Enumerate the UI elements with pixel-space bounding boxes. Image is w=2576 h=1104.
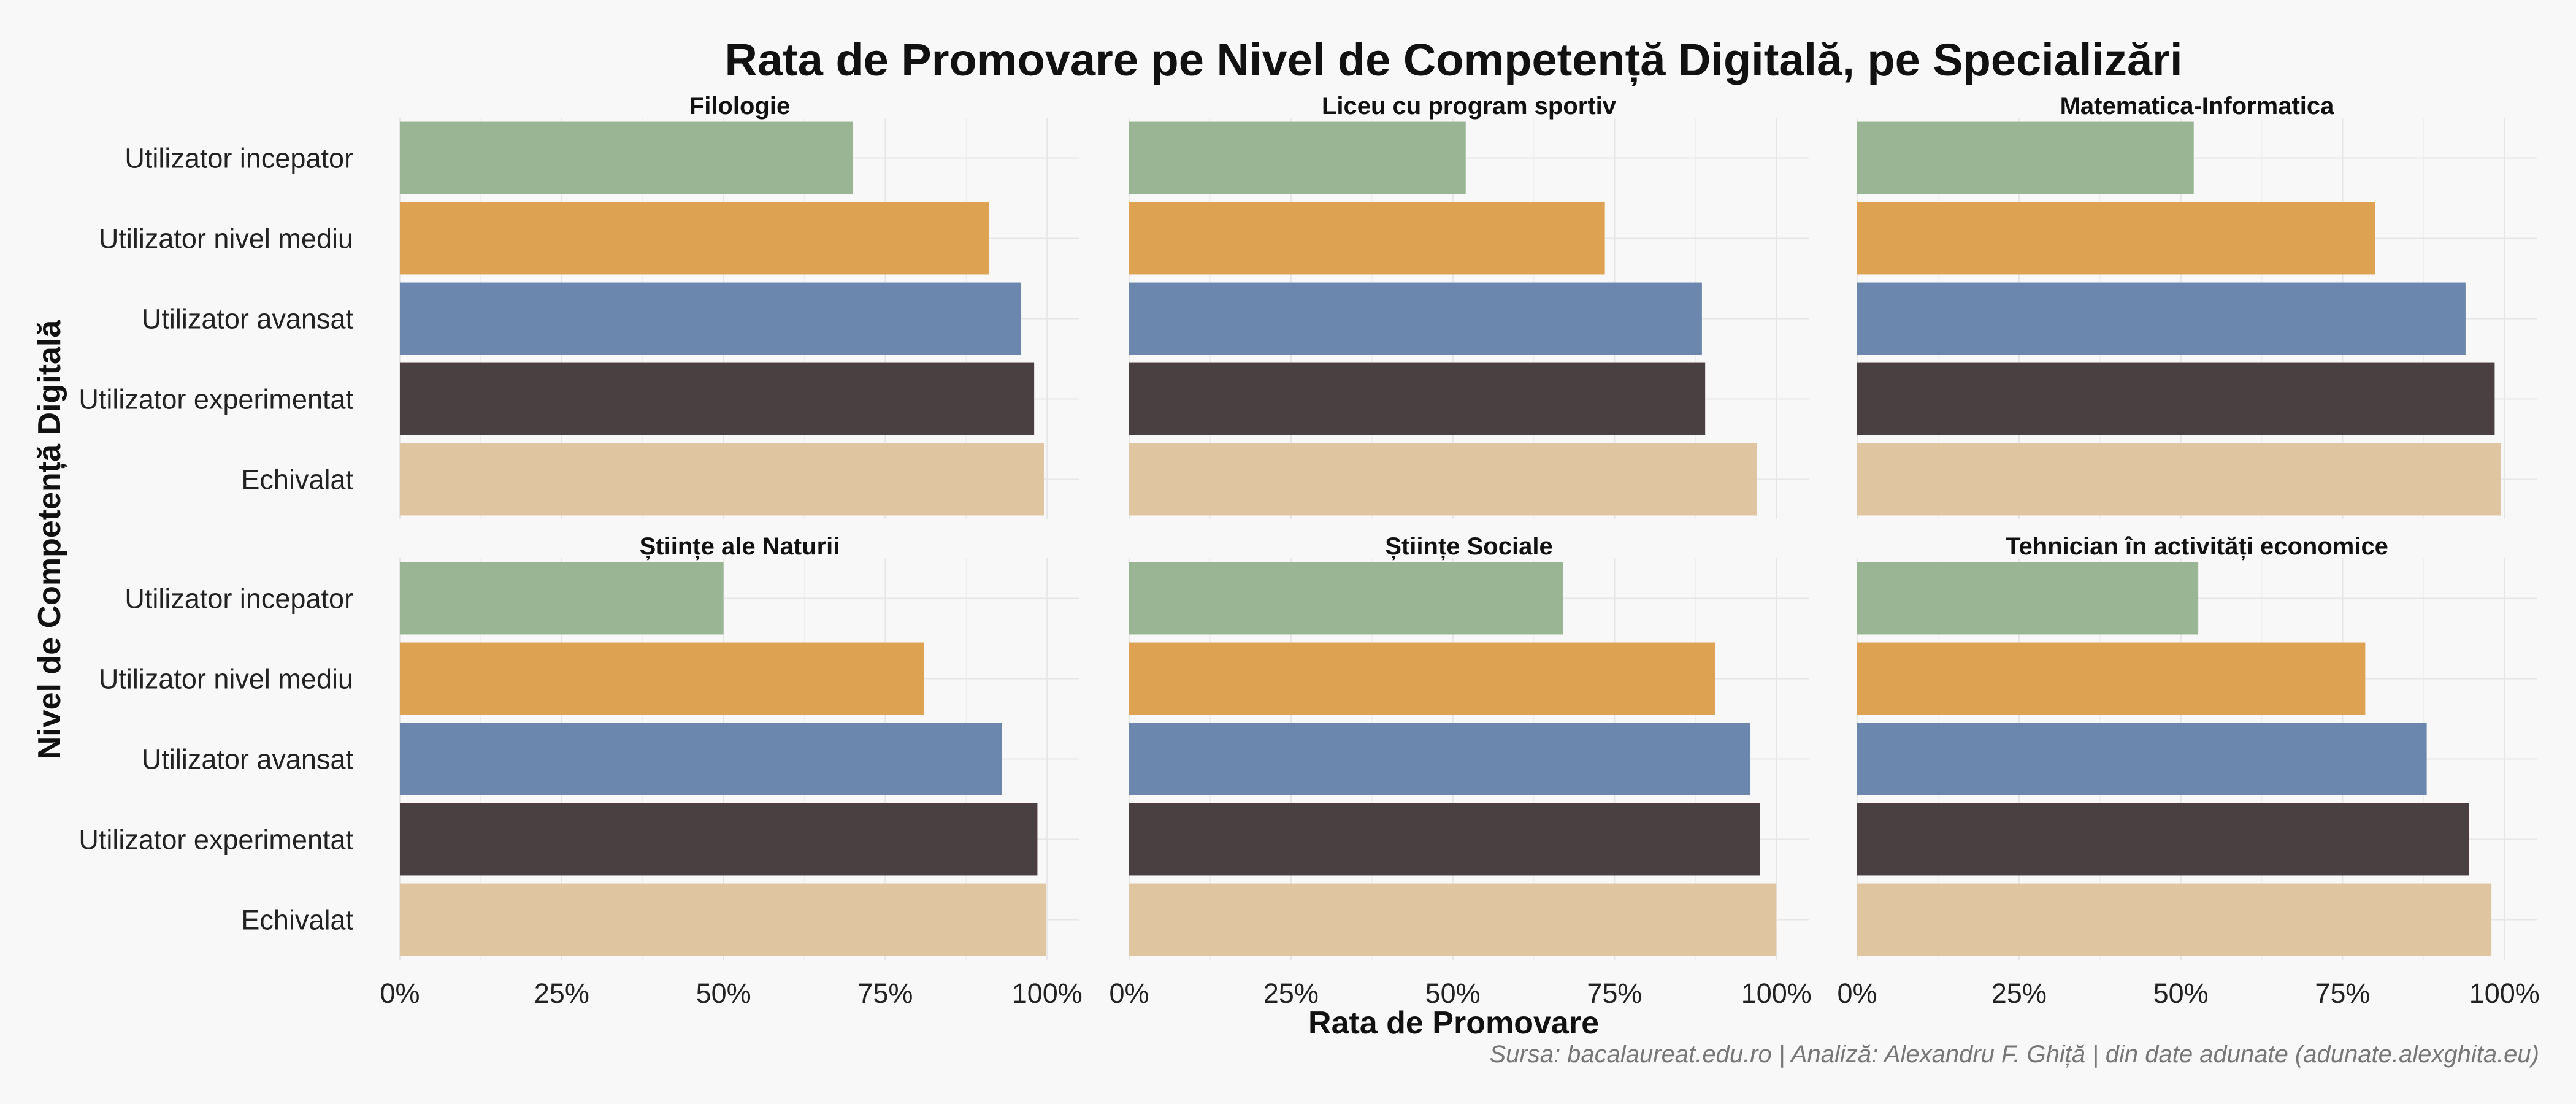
bar [1129,723,1751,795]
x-tick-label: 50% [2153,978,2209,1009]
bar [400,362,1035,435]
facet-title: Filologie [689,93,790,120]
facet-panel: Matematica-Informatica [1857,93,2537,519]
category-label: Utilizator avansat [142,744,354,775]
x-tick-label: 25% [534,978,589,1009]
bar [1857,723,2427,795]
bar [1857,642,2366,715]
category-label: Utilizator experimentat [79,824,353,856]
y-axis-title: Nivel de Competență Digitală [32,320,67,760]
category-label: Echivalat [241,464,353,496]
x-axis-title: Rata de Promovare [1308,1005,1599,1041]
bar [1129,121,1466,194]
bar [1129,443,1757,516]
bar [400,121,853,194]
bar [1129,282,1702,355]
facet-title: Tehnician în activități economice [2006,533,2388,560]
x-tick-label: 0% [1837,978,1877,1009]
x-tick-label: 75% [2315,978,2370,1009]
category-label: Utilizator avansat [142,304,354,335]
facet-panels: Filologie Utilizator incepator Utilizator … [79,93,2539,1009]
bar [1857,121,2194,194]
bar [1129,883,1777,956]
x-tick-label: 100% [1012,978,1083,1009]
bar [1129,562,1563,635]
bar [1129,642,1715,715]
facet-panel: Liceu cu program sportiv [1129,93,1809,519]
bar [400,282,1022,355]
bar [400,443,1044,516]
chart-title: Rata de Promovare pe Nivel de Competență… [725,34,2183,86]
bar [1129,362,1706,435]
category-label: Utilizator incepator [125,583,353,615]
bar [1857,562,2199,635]
category-label: Utilizator nivel mediu [99,223,353,255]
bar [1857,362,2495,435]
bar [1857,883,2492,956]
x-tick-label: 50% [1425,978,1481,1009]
x-tick-label: 25% [1991,978,2047,1009]
facet-panel: Tehnician în activități economice 0% 25% 50… [1837,533,2539,1009]
category-label: Echivalat [241,905,353,936]
x-tick-label: 25% [1263,978,1319,1009]
bar [400,803,1038,876]
facet-panel: Filologie Utilizator incepator Utilizator … [79,93,1079,519]
bar [1857,282,2466,355]
bar [400,883,1046,956]
x-tick-label: 50% [696,978,751,1009]
chart-caption: Sursa: bacalaureat.edu.ro | Analiză: Ale… [1489,1041,2539,1068]
x-tick-label: 100% [1741,978,1812,1009]
facet-title: Științe ale Naturii [640,533,840,560]
bar [1857,202,2375,275]
category-label: Utilizator experimentat [79,384,353,415]
facet-title: Științe Sociale [1385,533,1552,560]
category-label: Utilizator incepator [125,143,353,174]
bar [1129,202,1605,275]
facet-panel: Științe ale Naturii Utilizator incepator U… [79,533,1082,1009]
bar [400,202,989,275]
x-tick-label: 0% [380,978,420,1009]
bar [400,723,1002,795]
category-label: Utilizator nivel mediu [99,664,353,695]
x-tick-label: 75% [857,978,913,1009]
x-tick-label: 0% [1109,978,1149,1009]
facet-panel: Științe Sociale 0% 25% 50% 75% 100% [1109,533,1811,1009]
bar [1857,443,2501,516]
bar [400,642,924,715]
x-tick-label: 100% [2469,978,2540,1009]
bar [1129,803,1760,876]
facet-title: Liceu cu program sportiv [1322,93,1617,120]
bar [1857,803,2469,876]
x-tick-label: 75% [1587,978,1642,1009]
facet-title: Matematica-Informatica [2060,93,2335,120]
bar [400,562,724,635]
